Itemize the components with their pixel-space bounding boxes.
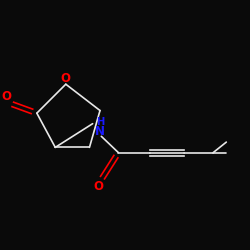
Text: O: O bbox=[2, 90, 12, 103]
Text: O: O bbox=[61, 72, 71, 85]
Text: H: H bbox=[96, 116, 104, 126]
Text: O: O bbox=[94, 180, 104, 193]
Text: N: N bbox=[95, 124, 105, 138]
